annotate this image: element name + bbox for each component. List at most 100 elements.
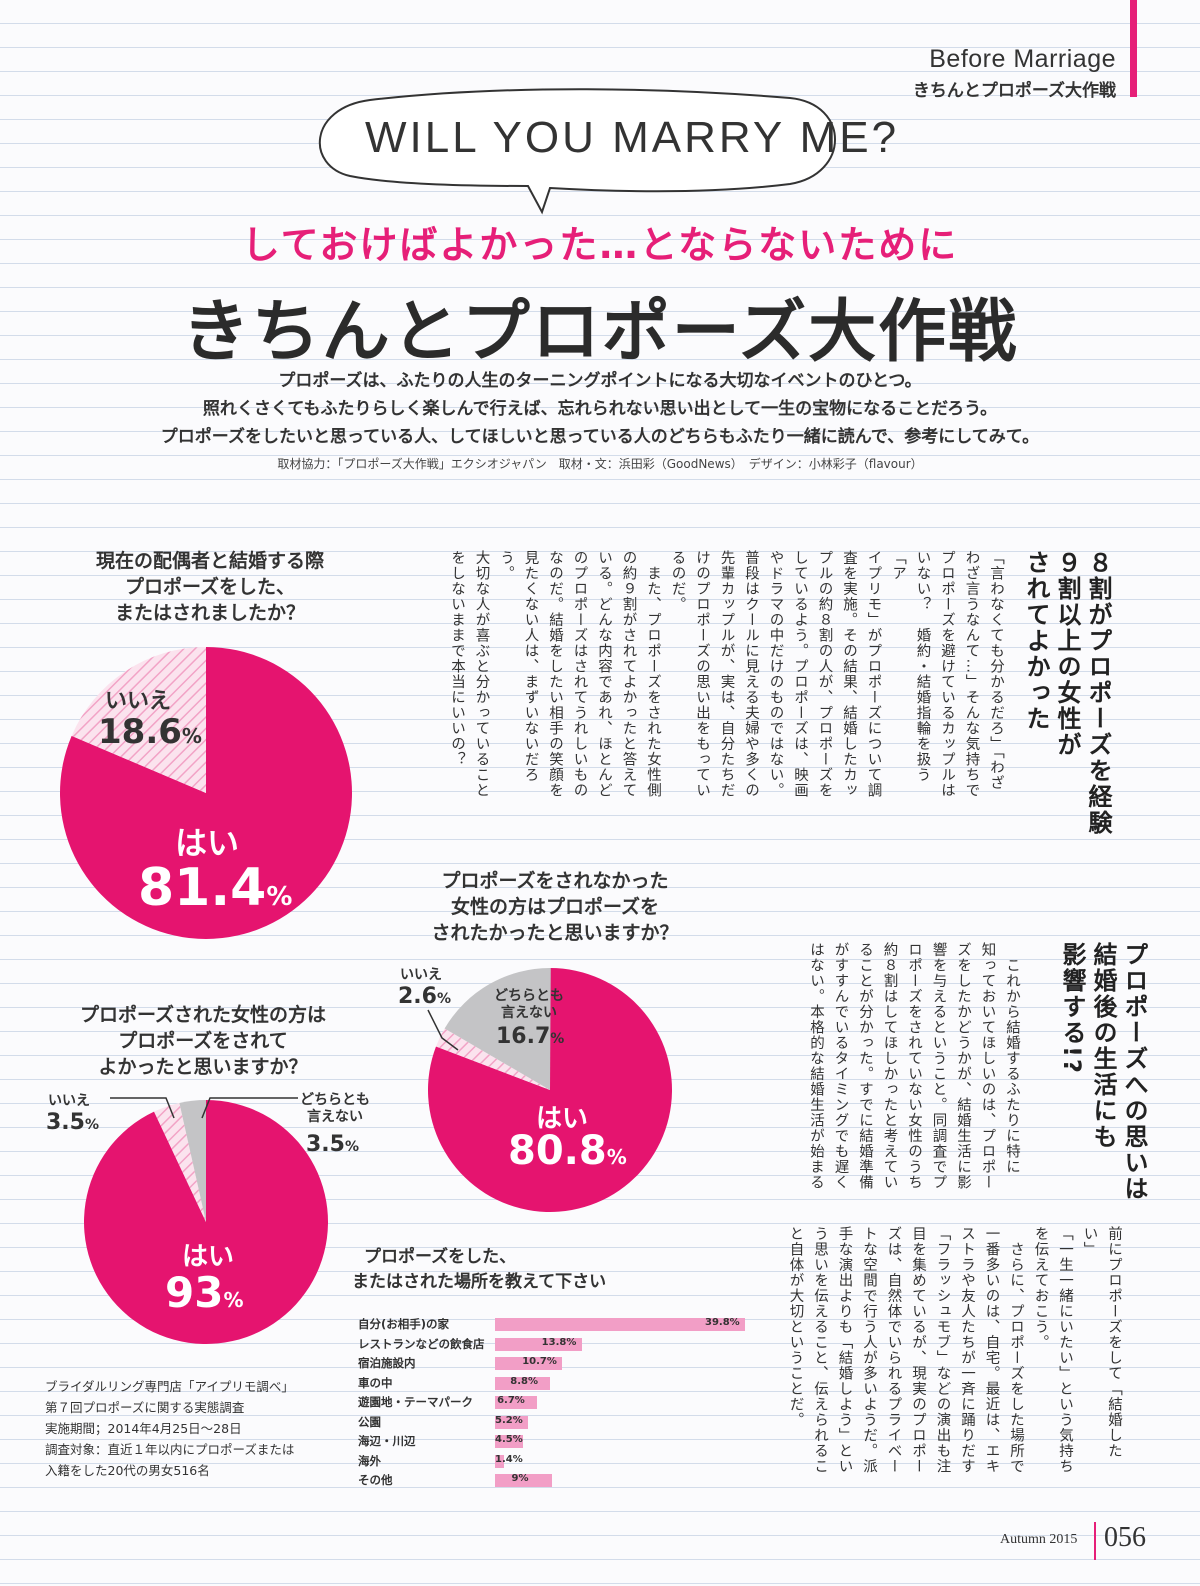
article1-line: 見たくない人は、まずいないだろう。 (498, 550, 539, 783)
pie1-yes-label: はい (175, 824, 240, 862)
article1-line: 普段はクールに見える夫婦や多くの (743, 550, 759, 798)
bar (495, 1337, 582, 1351)
pie3-neutral-value: 16.7% (496, 1024, 565, 1049)
article2-line: 約８割はしてほしかったと考えてい (881, 942, 898, 1190)
pie3-slice-yes (428, 968, 672, 1212)
bar (495, 1318, 745, 1331)
bar-value-label: 5.2% (495, 1414, 523, 1426)
pie1-yes-value: 81.4% (138, 858, 293, 918)
pie1-slice-yes (60, 647, 352, 939)
credit-line: 取材協力：「プロポーズ大作戦」エクシオジャパン 取材・文：浜田彩（GoodNew… (277, 457, 923, 471)
article1-line: けのプロポーズの思い出をもってい (694, 550, 710, 798)
pie1-question: 現在の配偶者と結婚する際 プロポーズをした、 またはされましたか？ (95, 550, 324, 624)
article2-line: 「フラッシュモブ」などの演出も注 (934, 1226, 951, 1474)
article2-body-continued: 前にプロポーズをして「結婚したい」 「一生一緒にいたい」という気持ち を伝えておこう… (784, 1226, 1126, 1478)
bar-category-label: 公園 (358, 1414, 381, 1429)
pie3-question: プロポーズをされなかった 女性の方はプロポーズを されたかったと思いますか？ (431, 870, 679, 944)
article1-heading: ８割がプロポーズを経験 ９割以上の女性が されてよかった (1022, 550, 1112, 836)
article1-line: 大切な人が喜ぶと分かっていること (473, 550, 490, 798)
article2-line: 目を集めているが、現実のプロポー (910, 1226, 926, 1474)
article2-line: はない。本格的な結婚生活が始まる (808, 942, 824, 1190)
article2-line: う思いを伝えること、伝えられるこ (812, 1226, 828, 1474)
article2-line: トな空間で行う人が多いようだ。派 (861, 1226, 877, 1474)
bar (495, 1396, 538, 1409)
pie2-question: プロポーズされた女性の方は プロポーズをされて よかったと思いますか？ (79, 1004, 327, 1078)
bar-value-label: 9% (511, 1473, 529, 1484)
article1-line: わざ言うなんて…」そんな気持ちで (963, 550, 980, 798)
article2-line: 「一生一緒にいたい」という気持ち (1057, 1226, 1073, 1474)
pie3-neutral-label: どちらとも 言えない (494, 988, 564, 1021)
bar-value-label: 8.8% (510, 1375, 538, 1387)
bar-value-label: 1.4% (495, 1453, 523, 1465)
pie2-leader-lines (110, 1097, 298, 1119)
bar-row: 宿泊施設内 10.7% (358, 1355, 758, 1371)
bar-category-label: 遊園地・テーマパーク (358, 1395, 473, 1409)
article1-line: プロポーズを避けているカップルは (939, 550, 955, 798)
article2-line: これから結婚するふたりに特に (1004, 942, 1020, 1175)
section-title-en: Before Marriage (929, 45, 1116, 73)
bar-row: 遊園地・テーマパーク 6.7% (358, 1394, 758, 1410)
article2-body: これから結婚するふたりに特に 知っておいてほしいのは、プロポー ズをしたかどうかが、… (784, 942, 1024, 1194)
survey-source: ブライダルリング専門店「アイプリモ調べ」 第７回プロポーズに関する実態調査 実施… (45, 1379, 295, 1478)
bar-row: 海外 1.4% (358, 1453, 758, 1469)
pie2-no-label: いいえ (48, 1093, 90, 1109)
bar-row: 自分(お相手)の家 39.8% (358, 1316, 758, 1332)
footer-season: Autumn 2015 (1000, 1532, 1078, 1547)
bar-value-label: 10.7% (522, 1356, 557, 1367)
article2-line: 知っておいてほしいのは、プロポー (979, 942, 996, 1190)
section-accent-bar (1130, 0, 1137, 97)
article2-line: 手な演出よりも「結婚しよう」とい (836, 1226, 853, 1474)
pie3-chart (428, 968, 672, 1212)
pie2-neutral-label: どちらとも 言えない (300, 1092, 370, 1125)
article1-line: いない？ 婚約・結婚指輪を扱う「ア (890, 550, 931, 783)
article2-line: 響を与えるということ。同調査でプ (930, 942, 947, 1190)
bar-row: 車の中 8.8% (358, 1375, 758, 1391)
bar-value-label: 39.8% (705, 1317, 740, 1328)
bar-row: その他 9% (358, 1472, 758, 1488)
article1-line: いる。どんな内容であれ、ほとんど (596, 550, 612, 798)
pie3-leader-line (427, 1009, 459, 1051)
pie2-slice-neutral (179, 1100, 206, 1222)
article1-line: をしないままで本当にいいの？ (449, 550, 465, 767)
article1-line: また、プロポーズをされた女性側 (645, 550, 661, 799)
bar-value-label: 4.5% (495, 1434, 523, 1445)
bubble-text: WILL YOU MARRY ME? (365, 113, 900, 162)
pie2-yes-label: はい (182, 1242, 235, 1272)
article2-line: ることが分かった。すでに結婚準備 (857, 942, 873, 1190)
pie2-slice-yes (84, 1100, 328, 1344)
pie3-slice-neutral (444, 968, 551, 1090)
bar-chart-title: プロポーズをした、 またはされた場所を教えて下さい (352, 1247, 607, 1292)
pie1-slice-no (71, 647, 206, 793)
pie2-neutral-value: 3.5% (306, 1132, 360, 1157)
bar (495, 1474, 552, 1487)
lead-line-1: プロポーズは、ふたりの人生のターニングポイントになる大切なイベントのひとつ。 (278, 371, 922, 391)
bar-category-label: 海外 (358, 1453, 381, 1468)
footer-divider (1094, 1522, 1096, 1560)
article2-line: がすすんでいるタイミングでも遅く (832, 942, 849, 1190)
bar-category-label: 宿泊施設内 (358, 1356, 416, 1370)
article2-line: ストラや友人たちが一斉に踊りだす (959, 1226, 975, 1474)
bar (495, 1415, 528, 1429)
pie2-no-value: 3.5% (46, 1110, 100, 1135)
article1-line: るのだ。 (669, 550, 686, 612)
article2-line: ズは、自然体でいられるプライベー (885, 1226, 902, 1474)
bar-category-label: 海辺・川辺 (358, 1434, 416, 1448)
article2-line: ズをしたかどうかが、結婚生活に影 (955, 942, 971, 1190)
article1-line: なのだ。結婚をしたい相手の笑顔を (547, 550, 563, 798)
article2-heading: プロポーズへの思いは 結婚後の生活にも 影響する!? (1058, 942, 1148, 1202)
pie3-slice-no (436, 1028, 550, 1090)
article1-line: イプリモ」がプロポーズについて調 (865, 550, 882, 798)
pie3-yes-value: 80.8% (508, 1128, 627, 1174)
bar (495, 1435, 524, 1448)
bar-category-label: 自分(お相手)の家 (358, 1317, 450, 1331)
bar-row: レストランなどの飲食店 13.8% (358, 1336, 758, 1352)
lead-line-3: プロポーズをしたいと思っている人、してほしいと思っている人のどちらもふたり一緒に… (160, 427, 1040, 447)
lead-line-2: 照れくさくてもふたりらしく楽しんで行えば、忘れられない思い出として一生の宝物にな… (202, 399, 998, 419)
speech-bubble (318, 88, 836, 215)
bar (495, 1376, 551, 1390)
pie3-yes-label: はい (536, 1104, 589, 1134)
pie1-no-label: いいえ (105, 689, 172, 714)
section-title-jp: きちんとプロポーズ大作戦 (912, 81, 1116, 101)
bar-value-label: 13.8% (541, 1336, 577, 1348)
pie1-no-value: 18.6% (98, 712, 202, 752)
